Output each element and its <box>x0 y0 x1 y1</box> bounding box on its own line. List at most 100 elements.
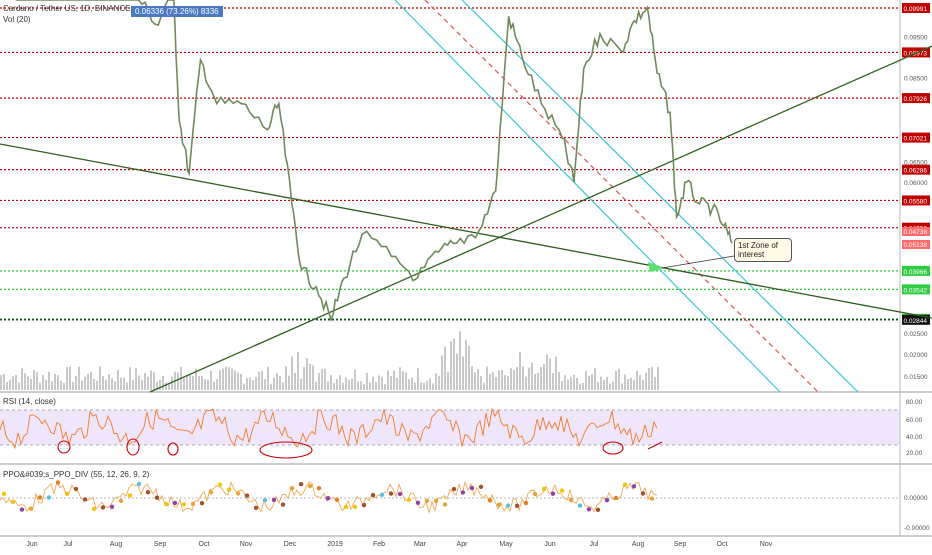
volume-bar <box>615 370 617 390</box>
x-axis-label: Sep <box>674 541 687 548</box>
current-price-tag <box>902 240 930 249</box>
ppo-dot <box>325 496 331 501</box>
volume-bar <box>534 373 536 390</box>
ppo-dot <box>532 491 538 497</box>
volume-bar <box>210 370 212 390</box>
volume-bar <box>591 374 593 390</box>
volume-bar <box>96 380 98 390</box>
ppo-dot <box>640 491 646 496</box>
volume-bar <box>282 382 284 390</box>
volume-bar <box>594 367 596 390</box>
volume-bar <box>609 383 611 390</box>
volume-bar <box>138 375 140 390</box>
volume-bar <box>189 375 191 390</box>
ppo-dot <box>235 491 241 496</box>
rsi-divergence-circle <box>602 441 624 455</box>
volume-bar <box>495 376 497 390</box>
volume-bar <box>603 379 605 390</box>
volume-bar <box>198 375 200 390</box>
volume-bar <box>261 370 263 390</box>
volume-bar <box>156 381 158 390</box>
volume-bar <box>258 371 260 390</box>
volume-bar <box>90 371 92 390</box>
volume-bar <box>528 367 530 390</box>
volume-bar <box>360 381 362 390</box>
level-label: 0.03542 <box>904 287 928 294</box>
volume-bar <box>450 341 452 390</box>
volume-bar <box>441 355 443 390</box>
ppo-dot <box>352 504 358 510</box>
volume-bar <box>372 376 374 390</box>
volume-bar <box>579 383 581 390</box>
volume-bar <box>351 378 353 390</box>
ppo-dot <box>568 497 574 503</box>
volume-bar <box>231 368 233 390</box>
rsi-tick-label: 20.00 <box>906 450 923 457</box>
zone-of-interest-callout: 1st Zone of interest <box>734 238 792 262</box>
x-axis-label: Dec <box>284 541 297 548</box>
rsi-divergence-circle <box>126 438 140 456</box>
ppo-dot <box>145 490 151 495</box>
volume-bar <box>120 377 122 390</box>
ppo-dot <box>604 498 610 503</box>
volume-bar <box>27 376 29 390</box>
volume-bar <box>243 383 245 390</box>
ppo-dot <box>154 495 160 500</box>
volume-bar <box>309 363 311 390</box>
volume-bar <box>153 372 155 390</box>
volume-bar <box>510 368 512 390</box>
volume-bar <box>150 370 152 390</box>
x-axis-label: Apr <box>457 541 469 548</box>
ppo-dot <box>1 491 7 496</box>
x-axis-label: Feb <box>373 541 385 548</box>
ppo-dot <box>550 491 556 496</box>
volume-bar <box>48 371 50 390</box>
rsi-divergence-circle <box>167 442 179 456</box>
volume-bar <box>99 366 101 390</box>
ppo-legend: PPO&#039;s_PPO_DIV (55, 12, 26, 9, 2) <box>3 470 150 479</box>
ppo-dot <box>577 503 583 508</box>
volume-bar <box>606 376 608 390</box>
ppo-dot <box>370 492 376 498</box>
volume-bar <box>639 375 641 390</box>
volume-bar <box>6 381 8 390</box>
volume-bar <box>531 362 533 390</box>
ppo-dot <box>415 500 421 505</box>
ppo-dot <box>514 503 520 508</box>
ppo-dot <box>505 503 511 508</box>
volume-bar <box>378 375 380 390</box>
level-tag <box>902 195 930 206</box>
volume-bar <box>246 378 248 390</box>
ppo-dot <box>46 495 52 500</box>
volume-bar <box>333 383 335 390</box>
ppo-dot <box>379 492 385 497</box>
volume-bar <box>45 379 47 390</box>
rsi-tick-label: 60.00 <box>906 417 923 424</box>
x-axis-label: Aug <box>110 541 123 548</box>
ppo-dot <box>487 498 493 503</box>
x-axis-label: Oct <box>717 541 728 548</box>
x-axis-label: Nov <box>240 541 253 548</box>
volume-bar <box>84 376 86 390</box>
volume-bar <box>390 375 392 390</box>
volume-bar <box>414 382 416 390</box>
volume-bar <box>18 382 20 390</box>
volume-bar <box>117 370 119 390</box>
volume-bar <box>267 366 269 390</box>
volume-bar <box>348 379 350 390</box>
level-label: 0.02844 <box>904 318 928 325</box>
volume-bar <box>15 374 17 390</box>
volume-bar <box>477 369 479 390</box>
volume-bar <box>444 346 446 390</box>
ppo-dot <box>478 484 484 489</box>
volume-bar <box>456 353 458 390</box>
x-axis-label: Jun <box>544 541 555 548</box>
volume-bar <box>12 376 14 390</box>
volume-bar <box>354 369 356 390</box>
volume-bar <box>69 366 71 390</box>
volume-bar <box>399 367 401 390</box>
volume-bar <box>546 354 548 390</box>
ppo-dot <box>424 498 430 503</box>
volume-bar <box>627 378 629 390</box>
